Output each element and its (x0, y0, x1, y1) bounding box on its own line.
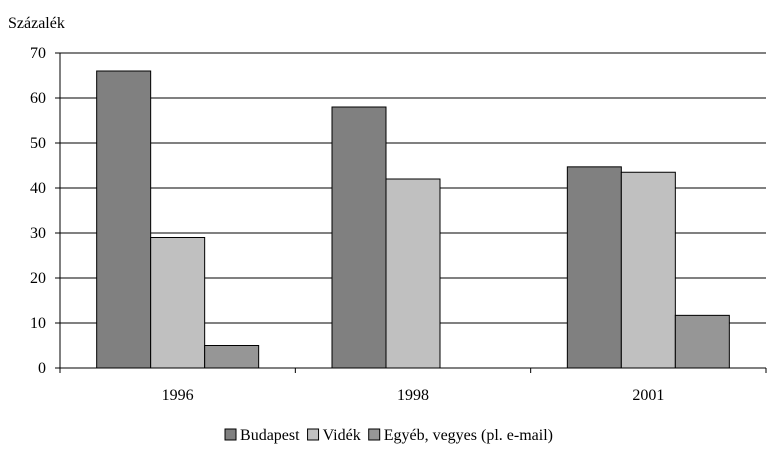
bar-2001-1 (566, 166, 622, 369)
bar-1998-2 (385, 178, 441, 369)
y-tick-label: 30 (30, 225, 46, 242)
y-tick-label: 60 (30, 90, 46, 107)
legend-item: Vidék (307, 427, 361, 444)
bar-1996-3 (204, 345, 260, 369)
legend-swatch (224, 428, 237, 441)
axes (55, 52, 767, 373)
y-tick-labels: 0 10 20 30 40 50 60 70 (30, 45, 46, 377)
bar-1996-1 (96, 70, 152, 369)
bar-1996-2 (150, 237, 206, 369)
bar-1998-1 (331, 106, 387, 369)
y-tick-label: 20 (30, 270, 46, 287)
bars (96, 70, 730, 369)
y-tick-label: 10 (30, 315, 46, 332)
legend-swatch (368, 428, 381, 441)
x-tick-labels: 1996 1998 2001 (162, 387, 665, 404)
y-tick-label: 40 (30, 180, 46, 197)
legend-label: Vidék (323, 427, 361, 444)
y-tick-label: 0 (38, 360, 46, 377)
legend: Budapest Vidék Egyéb, vegyes (pl. e-mail) (224, 427, 553, 444)
legend-swatch (307, 428, 320, 441)
y-tick-label: 70 (30, 45, 46, 62)
legend-label: Egyéb, vegyes (pl. e-mail) (384, 427, 553, 444)
y-axis-label: Százalék (8, 15, 65, 32)
y-tick-label: 50 (30, 135, 46, 152)
x-tick-label: 1996 (162, 387, 194, 404)
legend-item: Egyéb, vegyes (pl. e-mail) (368, 427, 553, 444)
bar-2001-2 (620, 171, 676, 369)
bar-2001-3 (674, 314, 730, 369)
x-tick-label: 2001 (632, 387, 664, 404)
legend-item: Budapest (224, 427, 300, 444)
x-tick-label: 1998 (397, 387, 429, 404)
legend-label: Budapest (240, 427, 300, 444)
